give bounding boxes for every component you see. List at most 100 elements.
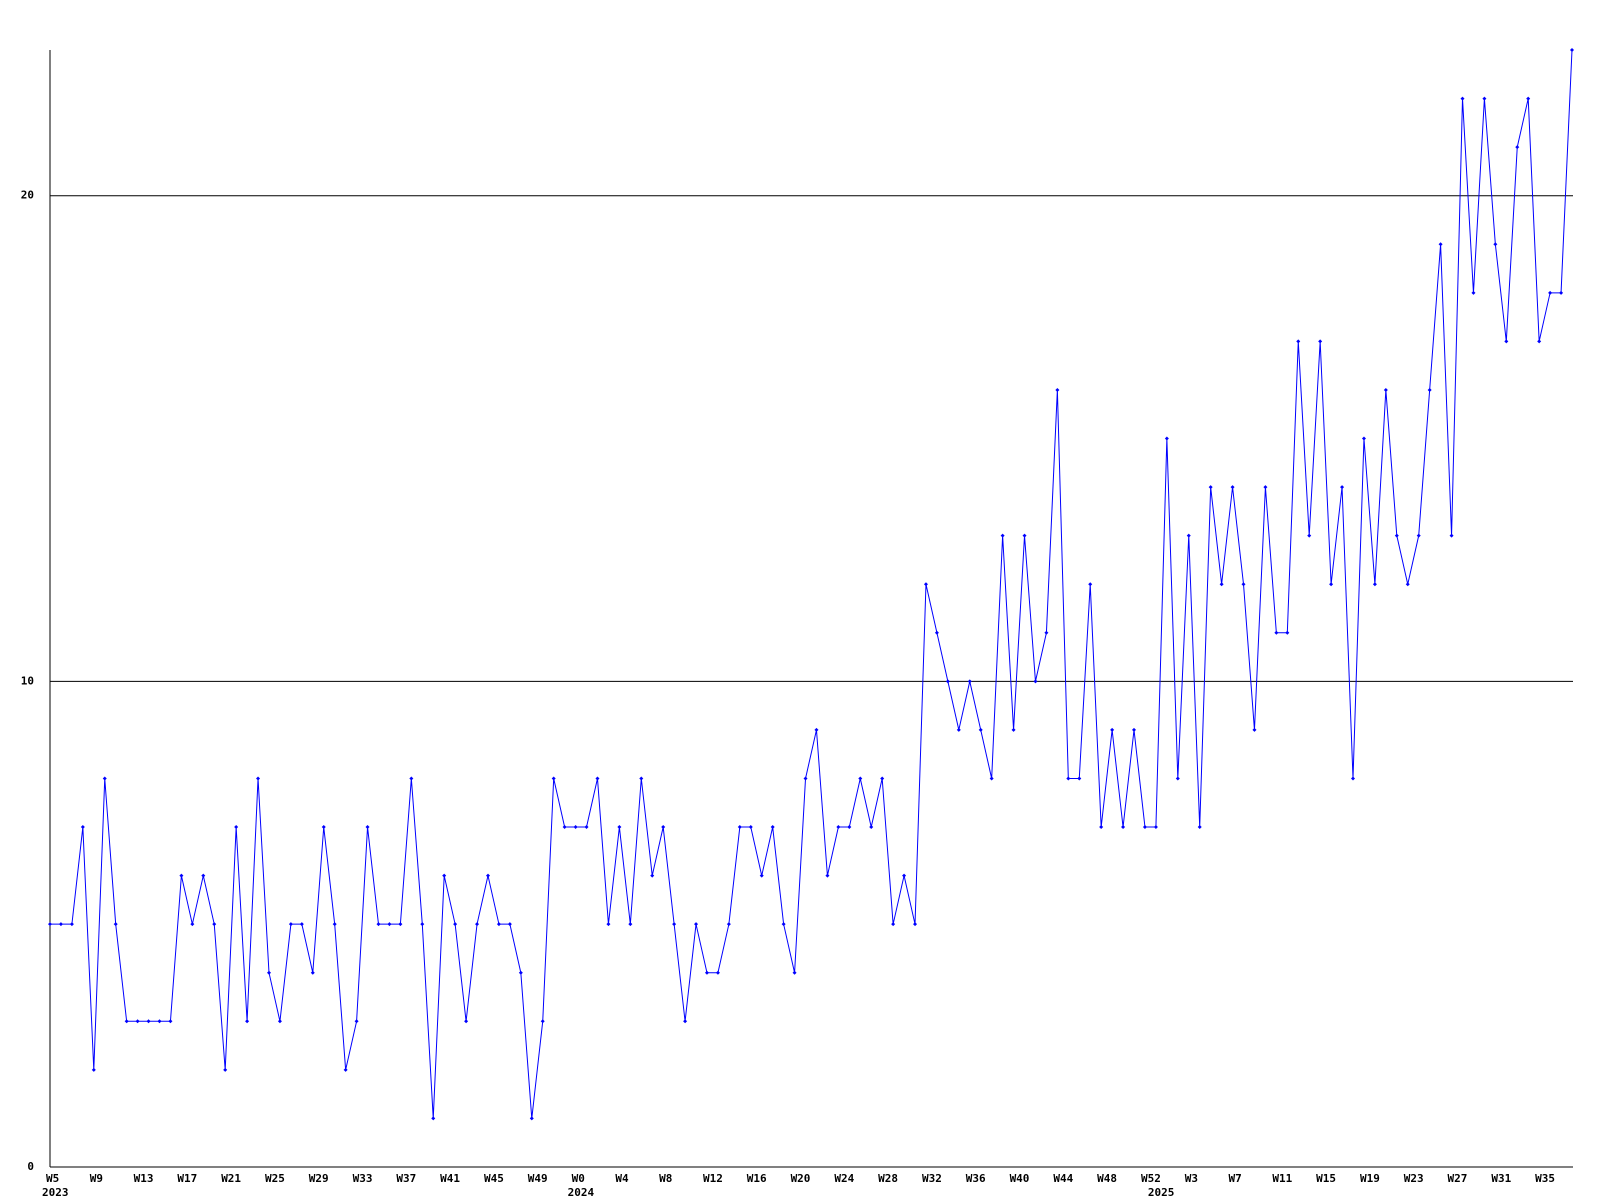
x-tick-label: W9 xyxy=(90,1172,103,1185)
point xyxy=(1427,387,1432,392)
point xyxy=(245,1019,250,1024)
x-tick-label: W5 xyxy=(46,1172,59,1185)
point xyxy=(1055,387,1060,392)
x-tick-label: W33 xyxy=(353,1172,373,1185)
x-tick-label: W32 xyxy=(922,1172,942,1185)
x-tick-label: W52 xyxy=(1141,1172,1161,1185)
point xyxy=(277,1019,282,1024)
point xyxy=(814,727,819,732)
point xyxy=(1153,825,1158,830)
point xyxy=(923,582,928,587)
point xyxy=(792,970,797,975)
x-tick-label: W25 xyxy=(265,1172,285,1185)
point xyxy=(1570,48,1574,52)
x-tick-label: W12 xyxy=(703,1172,723,1185)
point xyxy=(310,970,315,975)
point xyxy=(1252,727,1257,732)
point xyxy=(179,873,184,878)
x-tick-label: W15 xyxy=(1316,1172,1336,1185)
point xyxy=(836,825,841,830)
point xyxy=(485,873,490,878)
point xyxy=(1307,533,1312,538)
point xyxy=(102,776,107,781)
point xyxy=(1416,533,1421,538)
y-tick-label: 10 xyxy=(21,674,34,687)
point xyxy=(913,922,918,927)
x-tick-label: W19 xyxy=(1360,1172,1380,1185)
point xyxy=(1077,776,1082,781)
point xyxy=(759,873,764,878)
x-tick-label: W36 xyxy=(966,1172,986,1185)
point xyxy=(639,776,644,781)
x-tick-label: W13 xyxy=(134,1172,154,1185)
x-tick-label: W29 xyxy=(309,1172,329,1185)
x-tick-label: W11 xyxy=(1272,1172,1292,1185)
x-tick-label: W37 xyxy=(396,1172,416,1185)
point xyxy=(48,922,52,927)
point xyxy=(1318,339,1323,344)
point xyxy=(1011,727,1016,732)
point xyxy=(584,825,589,830)
point xyxy=(1548,290,1553,295)
point xyxy=(1405,582,1410,587)
point xyxy=(1351,776,1356,781)
point xyxy=(343,1067,348,1072)
point xyxy=(398,922,403,927)
point xyxy=(1142,825,1147,830)
point xyxy=(562,825,567,830)
point xyxy=(540,1019,545,1024)
point xyxy=(321,825,326,830)
point xyxy=(91,1067,96,1072)
point xyxy=(1263,485,1268,490)
point xyxy=(113,922,118,927)
x-tick-label: W49 xyxy=(528,1172,548,1185)
year-label: 2025 xyxy=(1148,1186,1175,1199)
point xyxy=(1515,145,1520,150)
point xyxy=(1164,436,1169,441)
point xyxy=(967,679,972,684)
point xyxy=(135,1019,140,1024)
point xyxy=(256,776,261,781)
point xyxy=(190,922,195,927)
point xyxy=(365,825,370,830)
point xyxy=(1044,630,1049,635)
point xyxy=(1460,96,1465,101)
point xyxy=(1066,776,1071,781)
point xyxy=(1372,582,1377,587)
point xyxy=(1175,776,1180,781)
point xyxy=(387,922,392,927)
point xyxy=(1296,339,1301,344)
point xyxy=(223,1067,228,1072)
point xyxy=(1274,630,1279,635)
point xyxy=(496,922,501,927)
point xyxy=(157,1019,162,1024)
x-tick-label: W40 xyxy=(1010,1172,1030,1185)
year-label: 2024 xyxy=(568,1186,595,1199)
point xyxy=(770,825,775,830)
point xyxy=(617,825,622,830)
point xyxy=(1493,242,1498,247)
point xyxy=(551,776,556,781)
point xyxy=(168,1019,173,1024)
point xyxy=(737,825,742,830)
point xyxy=(1361,436,1366,441)
point xyxy=(376,922,381,927)
point xyxy=(453,922,458,927)
point xyxy=(1219,582,1224,587)
line xyxy=(50,49,1573,1119)
point xyxy=(518,970,523,975)
point xyxy=(1033,679,1038,684)
x-tick-label: W4 xyxy=(615,1172,629,1185)
x-tick-label: W27 xyxy=(1448,1172,1468,1185)
x-tick-label: W17 xyxy=(177,1172,197,1185)
point xyxy=(1285,630,1290,635)
point xyxy=(945,679,950,684)
point xyxy=(354,1019,359,1024)
point xyxy=(464,1019,469,1024)
point xyxy=(332,922,337,927)
point xyxy=(956,727,961,732)
point xyxy=(628,922,633,927)
point xyxy=(1438,242,1443,247)
point xyxy=(1088,582,1093,587)
